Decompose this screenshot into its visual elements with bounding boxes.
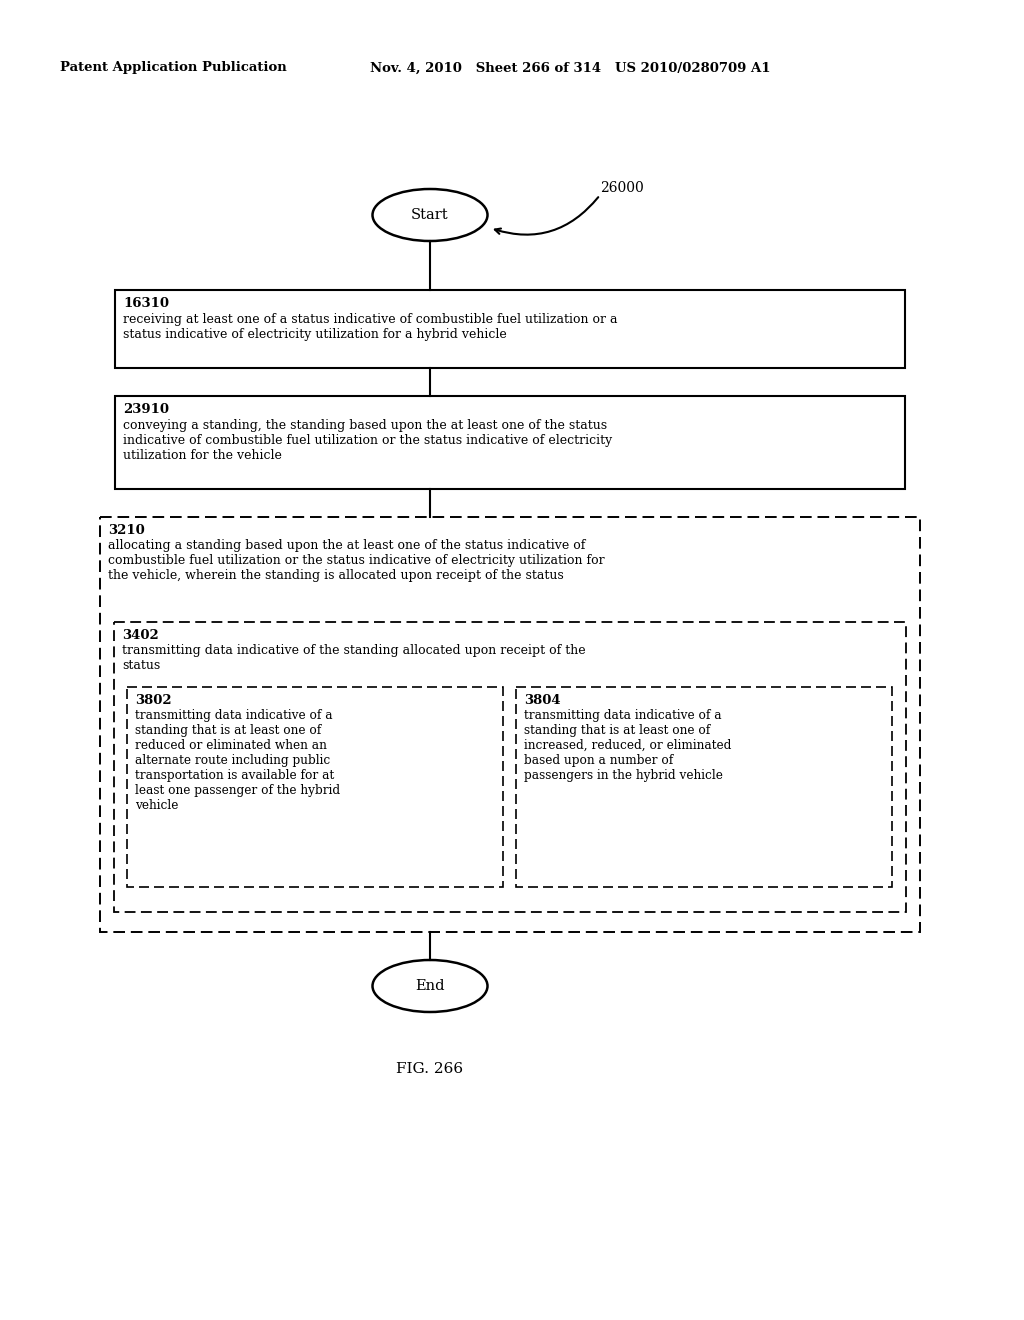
Text: Patent Application Publication: Patent Application Publication [60, 62, 287, 74]
Text: 3210: 3210 [108, 524, 144, 537]
Text: 16310: 16310 [123, 297, 169, 310]
Text: 3802: 3802 [135, 694, 172, 708]
Text: 3804: 3804 [524, 694, 560, 708]
Text: transmitting data indicative of a
standing that is at least one of
increased, re: transmitting data indicative of a standi… [524, 709, 731, 781]
Text: conveying a standing, the standing based upon the at least one of the status
ind: conveying a standing, the standing based… [123, 418, 612, 462]
Text: 3402: 3402 [122, 630, 159, 642]
Text: allocating a standing based upon the at least one of the status indicative of
co: allocating a standing based upon the at … [108, 539, 604, 582]
Text: 26000: 26000 [600, 181, 644, 195]
Text: 23910: 23910 [123, 403, 169, 416]
Text: transmitting data indicative of the standing allocated upon receipt of the
statu: transmitting data indicative of the stan… [122, 644, 586, 672]
Text: FIG. 266: FIG. 266 [396, 1063, 464, 1076]
Text: End: End [416, 979, 444, 993]
Text: transmitting data indicative of a
standing that is at least one of
reduced or el: transmitting data indicative of a standi… [135, 709, 340, 812]
Text: Nov. 4, 2010   Sheet 266 of 314   US 2010/0280709 A1: Nov. 4, 2010 Sheet 266 of 314 US 2010/02… [370, 62, 770, 74]
Text: receiving at least one of a status indicative of combustible fuel utilization or: receiving at least one of a status indic… [123, 313, 617, 341]
Text: Start: Start [412, 209, 449, 222]
